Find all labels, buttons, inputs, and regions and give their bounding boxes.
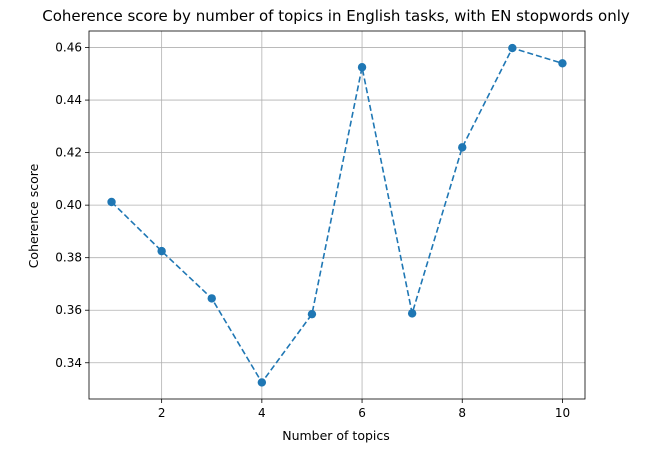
x-tick-label: 2 [158,406,166,420]
grid-lines [89,31,585,399]
y-tick-label: 0.36 [55,303,82,317]
data-point [357,63,367,72]
data-point [157,246,166,256]
chart-title: Coherence score by number of topics in E… [42,7,630,25]
data-point [458,143,467,152]
data-point [508,43,517,53]
x-axis-label: Number of topics [282,428,390,443]
series-line [110,47,563,384]
y-tick-label: 0.34 [55,356,82,370]
data-point [257,378,267,387]
data-point [307,309,317,319]
data-point [207,294,216,303]
data-point [558,59,567,68]
plot-frame [88,30,586,400]
y-tick-label: 0.42 [55,146,82,160]
y-tick-label: 0.44 [55,93,82,107]
series-points [107,43,567,387]
data-point [107,197,116,207]
x-tick-label: 4 [258,406,266,420]
x-tick-label: 6 [358,406,366,420]
y-tick-label: 0.38 [55,251,82,265]
y-tick-label: 0.40 [55,198,82,212]
x-tick-label: 10 [555,406,570,420]
y-axis-label: Coherence score [26,163,41,268]
y-tick-label: 0.46 [55,41,82,55]
axis-ticks [85,47,563,403]
series-layer [107,43,567,387]
data-point [407,309,417,318]
x-tick-label: 8 [458,406,466,420]
tick-labels: 2 4 6 8 10 0.34 0.36 0.38 0.40 0.42 0.44 0.46 [55,41,570,420]
